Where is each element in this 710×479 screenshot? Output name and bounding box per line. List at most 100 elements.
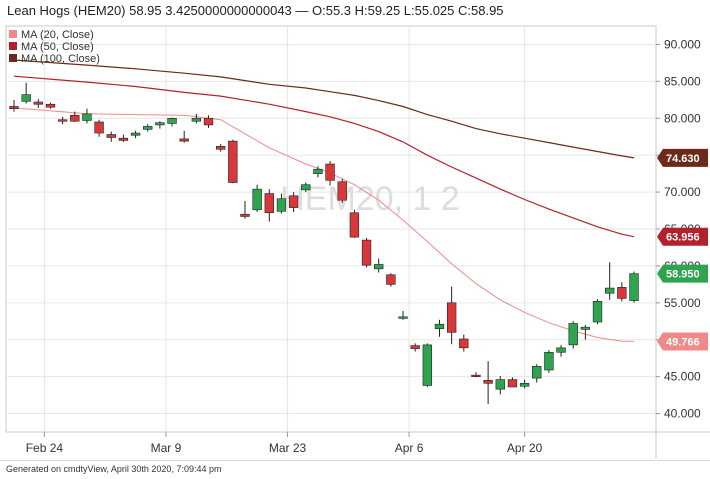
y-tick-label: 85.000 [664, 74, 701, 88]
candle [629, 271, 639, 303]
candle-body [507, 379, 518, 388]
candle [33, 99, 43, 108]
legend-label: MA (20, Close) [21, 29, 94, 41]
candle [325, 161, 335, 186]
ma20-price-tag: 49.766 [657, 332, 708, 351]
ma-line-1 [13, 107, 635, 342]
candle-body [617, 287, 627, 299]
candle-body [446, 302, 457, 333]
candle [459, 334, 469, 352]
candle-body [240, 213, 250, 217]
x-tick-label: Mar 23 [269, 441, 307, 455]
candle-body [386, 274, 396, 285]
axes: 90.00085.00080.00075.00070.00065.00060.0… [26, 37, 701, 455]
last-price-tag-text: 58.950 [666, 269, 700, 281]
candle-body [556, 347, 566, 353]
legend-label: MA (50, Close) [21, 41, 94, 53]
candle [276, 193, 287, 214]
y-tick-label: 90.000 [664, 37, 701, 51]
candle-body [361, 239, 372, 266]
candle-body [45, 103, 56, 108]
candle-body [398, 316, 408, 319]
candle-body [288, 195, 299, 208]
candles [9, 82, 639, 404]
candle [374, 258, 384, 273]
candle-body [191, 117, 202, 122]
candle-body [94, 121, 104, 134]
candle-body [252, 188, 262, 211]
candle-body [179, 138, 189, 142]
candle-body [57, 119, 68, 122]
candle [580, 324, 591, 340]
candle [556, 344, 566, 357]
ma50-price-tag-text: 63.956 [666, 232, 700, 244]
candle [544, 350, 554, 373]
last-price-tag: 58.950 [657, 264, 708, 283]
ma50-price-tag-shape [657, 227, 708, 246]
candle [179, 130, 189, 143]
x-tick-label: Apr 20 [507, 441, 543, 455]
candle-body [33, 101, 43, 105]
candle [21, 82, 31, 104]
candle-body [337, 181, 347, 201]
price-chart[interactable]: HEM20, 1 2 90.00085.00080.00075.00070.00… [0, 0, 710, 460]
candle-body [410, 345, 420, 349]
candle [252, 184, 262, 213]
legend-swatch [9, 54, 17, 62]
legend-label: MA (100, Close) [21, 53, 100, 65]
candle [167, 117, 177, 127]
candle [228, 139, 238, 184]
footer: Generated on cmdtyView, April 30th 2020,… [0, 460, 710, 479]
candle-body [130, 132, 141, 136]
candle [398, 310, 408, 320]
ma50-price-tag: 63.956 [657, 227, 708, 246]
y-tick-label: 45.000 [664, 370, 701, 384]
y-tick-label: 80.000 [664, 111, 701, 125]
candle-body [629, 273, 639, 301]
legend: MA (20, Close)MA (50, Close)MA (100, Clo… [9, 29, 100, 65]
x-tick-label: Apr 6 [395, 441, 424, 455]
candle [191, 113, 202, 124]
candle [240, 200, 250, 219]
candle [410, 343, 420, 352]
legend-swatch [9, 42, 17, 50]
candle-body [167, 117, 177, 124]
candle-body [519, 382, 530, 387]
candle-body [434, 323, 445, 329]
candle-body [70, 115, 80, 122]
candle [57, 116, 68, 125]
candle [130, 130, 141, 139]
candle [532, 364, 542, 383]
candle-body [9, 106, 19, 109]
candle [568, 321, 578, 349]
ma100-price-tag: 74.630 [657, 148, 708, 167]
instrument-title: Lean Hogs (HEM20) 58.95 3.42500000000000… [7, 3, 504, 18]
candle-body [422, 344, 433, 386]
candle [471, 372, 481, 378]
candle-body [143, 126, 153, 130]
candle [264, 189, 274, 222]
candle [288, 192, 299, 213]
candle [94, 119, 104, 137]
candle-body [544, 351, 554, 371]
candle [301, 182, 311, 193]
candle [82, 108, 92, 124]
candle-body [349, 212, 360, 238]
candle-body [276, 198, 287, 212]
candle-body [592, 301, 603, 323]
candle [70, 111, 80, 122]
ma20-price-tag-shape [657, 332, 708, 351]
candle [349, 209, 360, 238]
candle [337, 178, 347, 204]
candle [617, 282, 627, 302]
candle-body [106, 134, 116, 138]
footer-text: Generated on cmdtyView, April 30th 2020,… [6, 464, 222, 474]
candle-body [568, 323, 578, 346]
candle-body [203, 117, 214, 126]
candle [446, 286, 457, 345]
candle-body [483, 380, 493, 384]
legend-swatch [9, 30, 17, 38]
candle-body [82, 113, 92, 121]
price-tags: 74.630 63.956 58.950 49.766 [657, 148, 708, 351]
candle [434, 319, 445, 337]
